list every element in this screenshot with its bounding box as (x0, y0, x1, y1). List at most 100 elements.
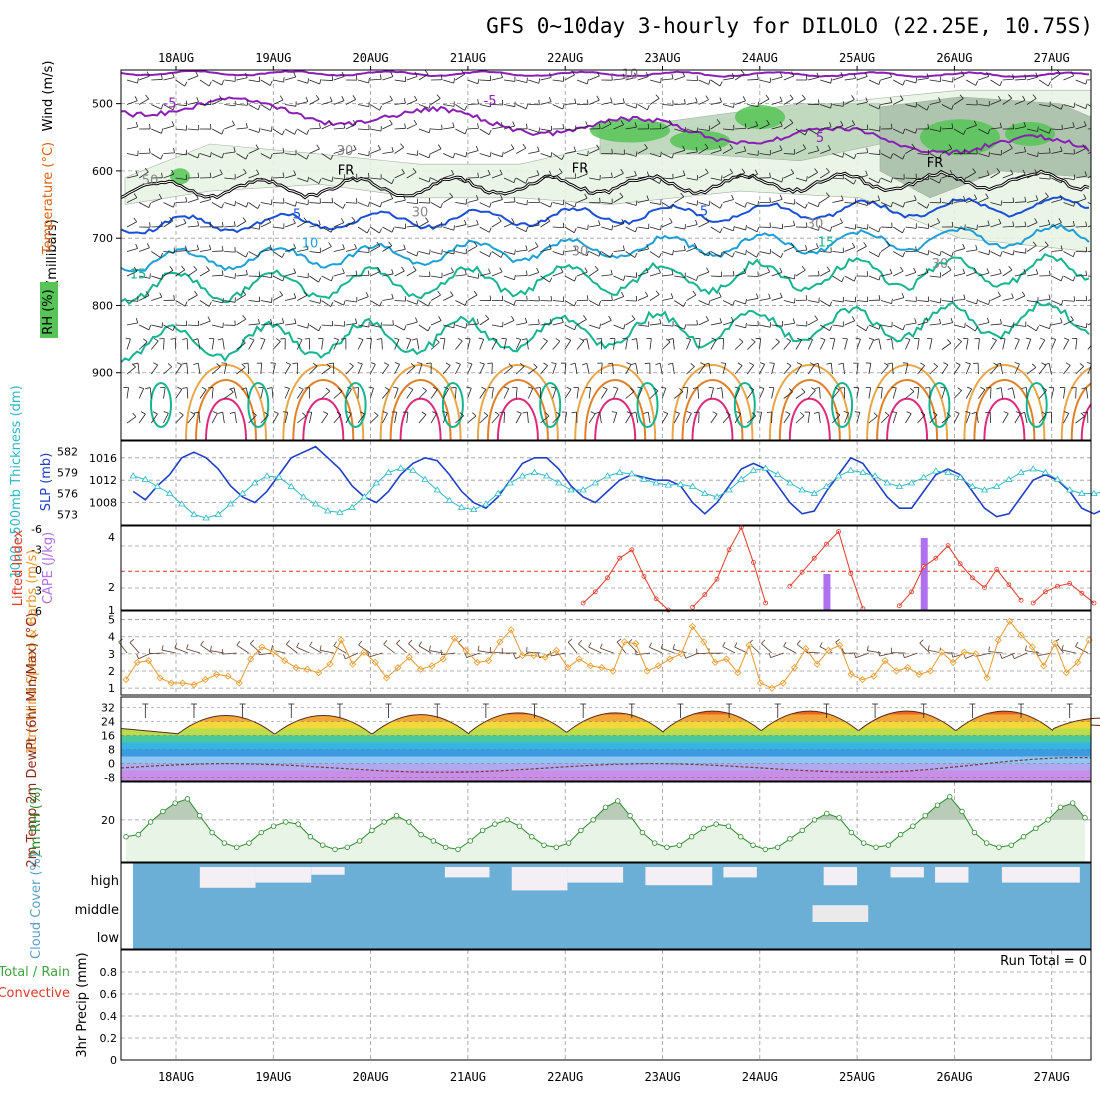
wind-barb-feather (682, 145, 686, 151)
wind-barb-feather (786, 338, 792, 342)
wind-barb (747, 226, 758, 233)
cloud-level-label: low (97, 931, 120, 946)
wind-barb (795, 249, 807, 252)
wind-barb (552, 387, 557, 399)
wind-barb-feather (973, 120, 977, 126)
wind-barb-feather (813, 411, 819, 414)
cloud-level-label: high (91, 874, 119, 889)
wind-barb (747, 173, 758, 179)
temp-contour-15-loop (150, 382, 172, 428)
wind-barb-feather (878, 227, 881, 233)
wind-barb (212, 250, 224, 252)
wind10m-barb (118, 641, 128, 654)
wind-barb-feather (138, 386, 144, 389)
wind-barb-feather (319, 79, 322, 85)
precip-tick-label: 0.2 (100, 1032, 118, 1045)
wind-barb (1051, 177, 1062, 184)
wind-barb (151, 153, 161, 160)
wind-barb (564, 324, 575, 331)
temp-band (121, 721, 1091, 729)
wind-barb-feather (586, 250, 589, 256)
rh-point (627, 812, 633, 819)
lifted-index-line (899, 544, 1022, 607)
wind-barb (540, 220, 551, 228)
contour-label: FR (338, 163, 355, 178)
wind-barb (1014, 324, 1026, 327)
wind-barb-feather (1035, 195, 1039, 201)
wind-barb (1014, 339, 1020, 350)
wind-barb (138, 341, 148, 350)
wind-barb-feather (270, 176, 273, 182)
wind-barb-feather (938, 97, 941, 103)
wind-barb-feather (561, 317, 564, 323)
lifted-index-line (1032, 582, 1095, 604)
wind-barb (637, 324, 649, 327)
wind-barb (285, 323, 297, 326)
wind-barb-feather (125, 337, 131, 340)
wind-barb (455, 104, 465, 111)
wind-barb-feather (306, 154, 310, 160)
wind-barb (674, 275, 686, 278)
wind-barb-feather (585, 121, 588, 127)
wind-barb-feather (134, 96, 138, 101)
wind-barb-feather (855, 337, 861, 340)
wind-barb-feather (1009, 144, 1013, 149)
wind-barb-feather (570, 362, 576, 365)
temp-contour-15-loop (1025, 382, 1048, 428)
wind-barb-feather (483, 412, 489, 416)
wind-barb-feather (279, 95, 284, 101)
wind-barb-feather (696, 200, 699, 206)
wind-barb (735, 226, 746, 231)
wind-barb-feather (245, 269, 248, 275)
wind-barb (722, 128, 734, 131)
wind-barb-feather (901, 292, 905, 298)
wind-barb-feather (775, 338, 780, 343)
wind-barb (941, 148, 952, 154)
wind-barb (540, 153, 552, 158)
wind-barb-feather (817, 129, 820, 135)
wind-barb-feather (647, 105, 650, 110)
wind-barb-feather (1058, 218, 1062, 223)
date-label-bottom: 21AUG (450, 1070, 486, 1084)
wind-barb (710, 177, 722, 181)
wind-barb (783, 322, 795, 326)
wind-barb (552, 340, 561, 350)
wind-barb (954, 298, 966, 301)
wind-barb (893, 202, 904, 208)
warm-temp-contour (282, 364, 365, 440)
wind-barb-feather (464, 269, 467, 275)
wind-barb (673, 413, 680, 424)
wind-barb (710, 101, 722, 105)
wind-barb-feather (963, 129, 966, 135)
cape-axis-label: CAPE (J/kg) (41, 532, 56, 604)
wind-barb-feather (864, 71, 868, 77)
wind-barb (455, 415, 464, 424)
wind-barb-feather (1056, 70, 1061, 75)
wind-barb-feather (526, 295, 528, 301)
wind-barb-feather (1012, 221, 1015, 227)
wind-barb (807, 390, 816, 399)
wind-barb (880, 244, 891, 252)
wind10m-barb-feather (161, 645, 164, 651)
wind-barb (357, 363, 363, 375)
wind-barb-feather (1047, 81, 1051, 87)
wind-barb-feather (621, 291, 625, 297)
wind-barb (625, 338, 628, 350)
wind-barb (771, 341, 780, 350)
wind-barb-feather (598, 220, 601, 226)
wind-barb (333, 202, 344, 209)
wind-barb-feather (671, 269, 674, 275)
wind-barb (905, 104, 917, 108)
wind-barb-feather (986, 317, 990, 323)
wind-barb-feather (510, 144, 515, 149)
wind-barb (370, 177, 382, 180)
wind-barb-feather (195, 71, 199, 77)
wind-barb (284, 412, 289, 424)
wind-barb-feather (194, 290, 198, 296)
wind-barb (272, 251, 283, 258)
wind-barb-feather (785, 411, 791, 415)
wind-barb (406, 171, 417, 179)
wind-barb-feather (779, 72, 783, 78)
thickness-point (226, 500, 235, 507)
contour-label: 15 (130, 268, 147, 283)
